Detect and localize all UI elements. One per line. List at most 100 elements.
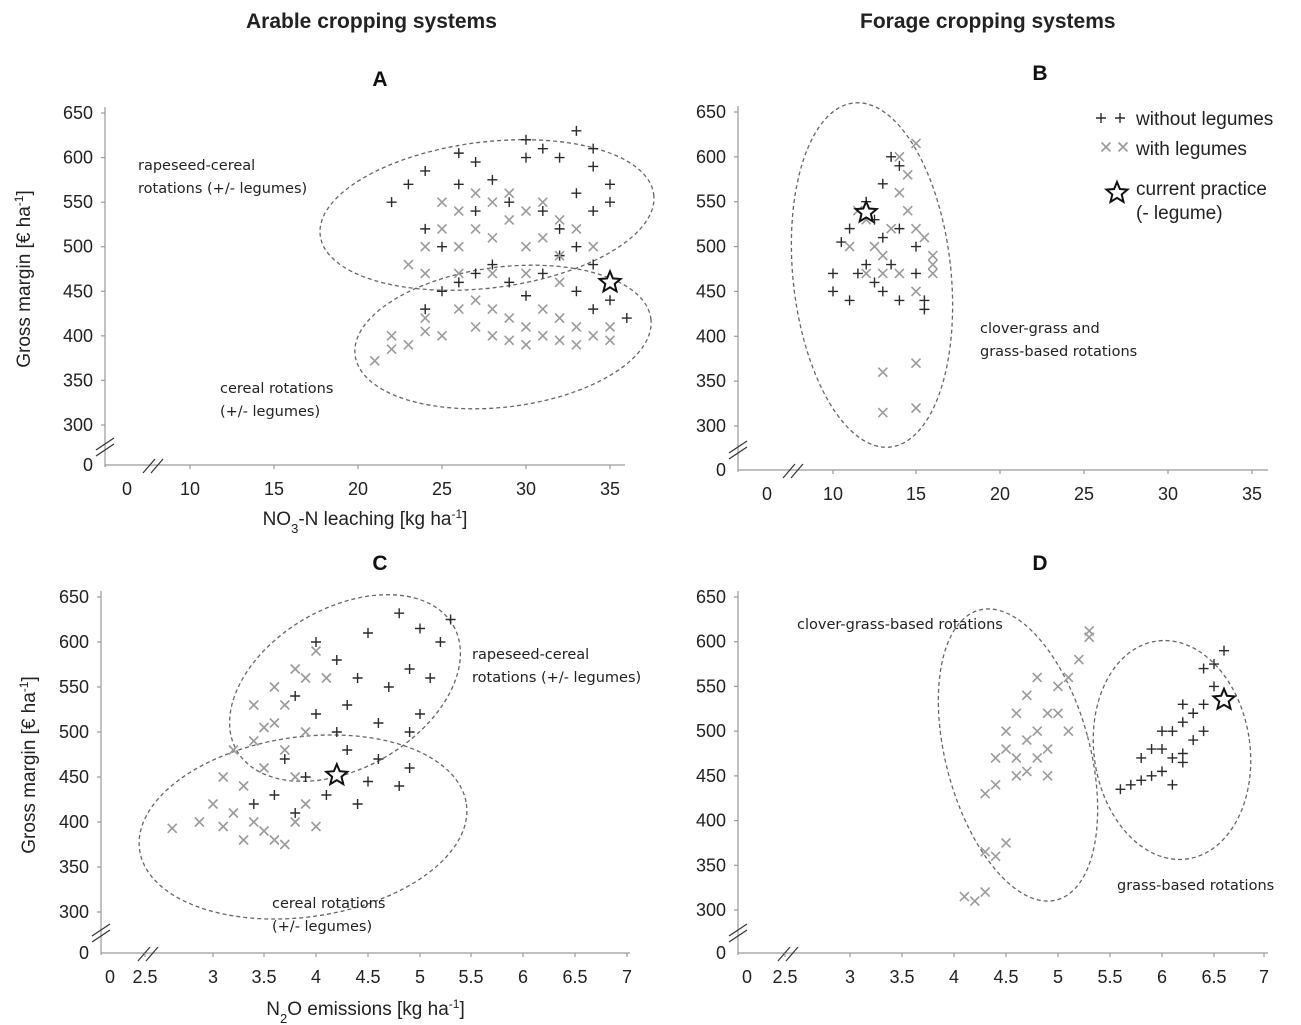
- data-point-without-legumes: [394, 781, 405, 791]
- data-point-with-legumes: [504, 312, 515, 324]
- data-point-with-legumes: [902, 205, 913, 216]
- data-point-with-legumes: [554, 277, 565, 288]
- data-point-without-legumes: [394, 608, 405, 619]
- data-point-without-legumes: [290, 808, 301, 818]
- data-point-with-legumes: [436, 330, 448, 341]
- data-point-with-legumes: [894, 187, 905, 198]
- data-point-with-legumes: [369, 355, 380, 366]
- y-tick-label: 400: [59, 812, 89, 832]
- series-plus: [1115, 645, 1229, 795]
- data-point-with-legumes: [990, 851, 1001, 862]
- data-point-without-legumes: [1177, 699, 1188, 710]
- data-point-without-legumes: [919, 295, 930, 306]
- x-tick-label: 5: [415, 967, 425, 987]
- data-point-with-legumes: [537, 330, 548, 341]
- data-point-with-legumes: [504, 335, 515, 346]
- data-point-without-legumes: [453, 148, 464, 159]
- x-tick-label: 5.5: [458, 967, 483, 987]
- data-point-with-legumes: [1021, 766, 1032, 777]
- y-tick-label: 350: [59, 857, 89, 877]
- data-point-without-legumes: [321, 790, 332, 800]
- data-point-with-legumes: [877, 407, 888, 418]
- x-axis-break-mark: [137, 946, 151, 962]
- x-tick-label: 0: [742, 967, 752, 987]
- data-point-with-legumes: [228, 744, 239, 756]
- data-point-with-legumes: [844, 241, 855, 252]
- data-point-with-legumes: [1042, 708, 1053, 719]
- data-point-with-legumes: [1063, 726, 1074, 737]
- y-tick-label: 650: [63, 103, 93, 123]
- data-point-without-legumes: [373, 754, 384, 764]
- annotation-text: cereal rotations: [220, 381, 333, 397]
- x-tick-label: 15: [264, 479, 284, 499]
- data-point-with-legumes: [403, 259, 414, 270]
- data-point-with-legumes: [910, 358, 922, 369]
- y-tick-label: 600: [63, 148, 93, 168]
- data-point-with-legumes: [310, 645, 322, 657]
- y-axis-label: Gross margin [€ ha-1]: [12, 190, 35, 368]
- data-point-with-legumes: [300, 672, 311, 684]
- y-axis-break-mark: [728, 923, 748, 937]
- data-point-without-legumes: [588, 161, 599, 172]
- group-outline: [228, 594, 462, 782]
- data-point-with-legumes: [248, 735, 259, 747]
- data-point-without-legumes: [836, 237, 847, 248]
- cross-marker-icon: [1100, 141, 1112, 153]
- data-point-without-legumes: [420, 223, 431, 234]
- y-tick-label: 450: [59, 767, 89, 787]
- data-point-with-legumes: [894, 151, 905, 162]
- data-point-with-legumes: [877, 367, 888, 378]
- x-tick-label: 0: [762, 484, 772, 504]
- x-tick-label: 20: [348, 479, 368, 499]
- x-tick-label: 10: [180, 479, 200, 499]
- y-axis-label: Gross margin [€ ha-1]: [17, 676, 40, 854]
- data-point-with-legumes: [927, 268, 938, 279]
- data-point-with-legumes: [420, 312, 431, 324]
- data-point-without-legumes: [1177, 717, 1188, 728]
- data-point-without-legumes: [352, 673, 363, 683]
- data-point-without-legumes: [828, 268, 838, 279]
- data-point-without-legumes: [331, 727, 342, 737]
- data-point-with-legumes: [990, 752, 1001, 764]
- x-axis-break-mark: [145, 946, 159, 962]
- plus-marker-icon: [1096, 113, 1106, 123]
- data-point-with-legumes: [218, 771, 229, 783]
- annotation-text: rapeseed-cereal: [138, 158, 255, 174]
- data-point-with-legumes: [969, 895, 980, 907]
- data-point-without-legumes: [521, 152, 531, 163]
- data-point-without-legumes: [352, 799, 363, 809]
- group-outline: [1092, 639, 1252, 861]
- y-tick-label: 350: [63, 370, 93, 390]
- data-point-with-legumes: [554, 312, 565, 324]
- forage-column-title: Forage cropping systems: [860, 10, 1116, 33]
- data-point-with-legumes: [1042, 770, 1053, 781]
- data-point-current-practice: [1211, 686, 1237, 711]
- data-point-with-legumes: [470, 188, 481, 199]
- data-point-with-legumes: [1032, 752, 1043, 764]
- data-point-with-legumes: [869, 241, 880, 252]
- data-point-with-legumes: [520, 321, 532, 333]
- data-point-without-legumes: [404, 727, 415, 737]
- annotation-text: clover-grass and: [980, 321, 1100, 337]
- y-tick-label: 450: [63, 281, 93, 301]
- data-point-without-legumes: [911, 241, 921, 252]
- x-axis-break-mark: [785, 946, 799, 962]
- data-point-with-legumes: [1011, 752, 1022, 764]
- y-tick-label: 450: [696, 281, 726, 301]
- data-point-with-legumes: [487, 268, 498, 279]
- data-point-with-legumes: [470, 321, 481, 333]
- x-tick-label: 6: [518, 967, 528, 987]
- series-star: [596, 268, 624, 294]
- y-tick-label: 0: [716, 460, 726, 480]
- data-point-with-legumes: [218, 821, 229, 832]
- data-point-with-legumes: [386, 330, 397, 341]
- data-point-without-legumes: [1209, 681, 1219, 692]
- x-tick-label: 7: [622, 967, 632, 987]
- data-point-with-legumes: [604, 321, 616, 333]
- data-point-without-legumes: [487, 259, 498, 270]
- annotation-text: rotations (+/- legumes): [472, 670, 641, 686]
- x-tick-label: 25: [432, 479, 452, 499]
- panel-c: C 0 300 350 400 450 500 550 600 650 0 2.5 3 3.5 4 4.5 5 5…: [17, 552, 641, 1025]
- data-point-without-legumes: [470, 206, 481, 217]
